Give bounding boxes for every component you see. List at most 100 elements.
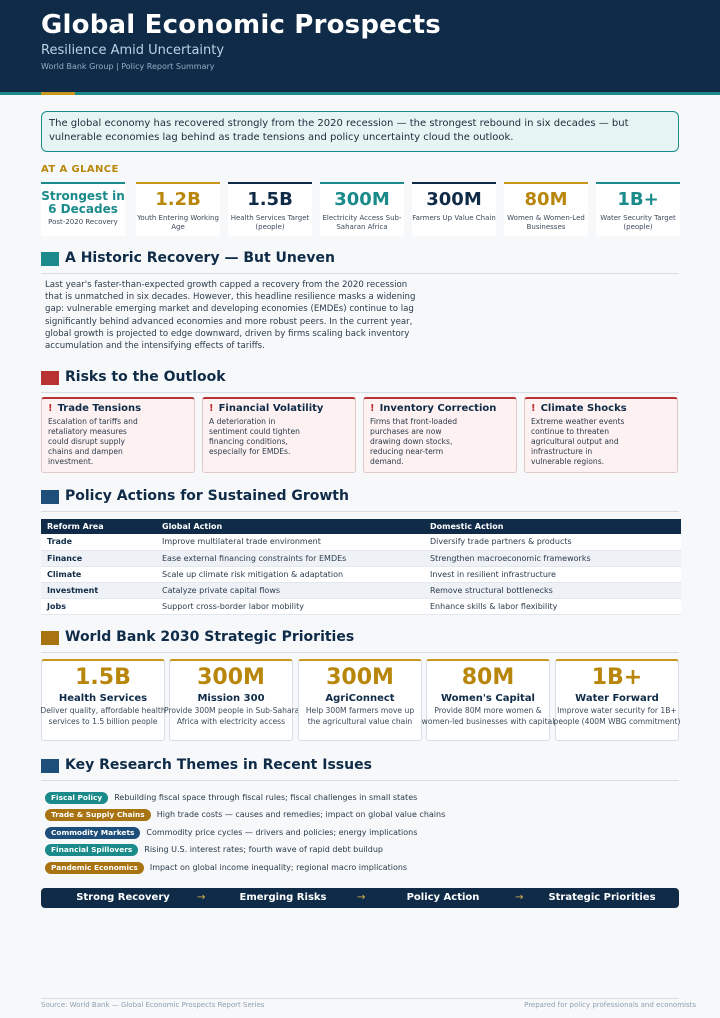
priority-name: AgriConnect [325, 693, 395, 704]
stat-value: 1.5B [247, 189, 293, 210]
stat-card-electricity: 300M Electricity Access Sub-Saharan Afri… [320, 182, 404, 236]
priority-card-water-forward: 1B+ Water Forward Improve water security… [554, 659, 680, 741]
stat-value: 1B+ [617, 189, 659, 210]
report-subtitle: Resilience Amid Uncertainty [41, 43, 225, 58]
arrow-right-icon: → [515, 892, 524, 903]
section-heading-risks: Risks to the Outlook [41, 369, 679, 393]
theme-description: Impact on global income inequality; regi… [149, 863, 408, 872]
theme-description: Rebuilding fiscal space through fiscal r… [114, 793, 418, 802]
alert-icon: ! [209, 403, 214, 414]
report-header: Global Economic Prospects Resilience Ami… [0, 0, 720, 92]
arrow-right-icon: → [197, 892, 206, 903]
recovery-paragraph: Last year's faster-than-expected growth … [45, 280, 416, 352]
priority-value: 80M [461, 665, 515, 690]
stat-card-health: 1.5B Health Services Target (people) [228, 182, 312, 236]
section-title: A Historic Recovery — But Uneven [65, 250, 335, 266]
priority-name: Mission 300 [197, 693, 265, 704]
stat-label: Women & Women-Led Businesses [507, 214, 585, 231]
at-a-glance-label: AT A GLANCE [41, 164, 119, 175]
risk-title: Trade Tensions [57, 403, 142, 414]
risk-title: Financial Volatility [218, 403, 324, 414]
domestic-action: Remove structural bottlenecks [424, 582, 681, 599]
stat-label: Water Security Target (people) [600, 214, 676, 231]
global-action: Catalyze private capital flows [156, 582, 424, 599]
priority-name: Water Forward [575, 693, 659, 704]
risk-description: Extreme weather events continue to threa… [531, 417, 625, 466]
priority-description-line: Improve water security for 1B+ [557, 706, 677, 715]
header-divider [0, 92, 720, 95]
domestic-action: Diversify trade partners & products [424, 534, 681, 551]
stat-card-women: 80M Women & Women-Led Businesses [504, 182, 588, 236]
stat-card-water: 1B+ Water Security Target (people) [596, 182, 680, 236]
theme-row: Trade & Supply Chains High trade costs — … [45, 804, 446, 821]
table-row: Finance Ease external financing constrai… [41, 550, 681, 567]
priority-description-line: Deliver quality, affordable health [40, 706, 166, 715]
priority-description-line: Help 300M farmers move up [305, 706, 415, 715]
stat-label: Farmers Up Value Chain [412, 214, 496, 222]
theme-tag: Pandemic Economics [45, 861, 144, 874]
column-header: Reform Area [41, 519, 156, 534]
priority-name: Health Services [58, 693, 148, 704]
policy-table: Reform Area Global Action Domestic Actio… [41, 519, 681, 615]
section-title: Policy Actions for Sustained Growth [65, 488, 349, 504]
stat-card-farmers: 300M Farmers Up Value Chain [412, 182, 496, 236]
priority-value: 1B+ [591, 665, 643, 690]
priority-description-line: the agricultural value chain [307, 716, 413, 726]
section-heading-policy: Policy Actions for Sustained Growth [41, 488, 679, 512]
global-action: Improve multilateral trade environment [156, 534, 424, 551]
theme-description: Commodity price cycles — drivers and pol… [146, 828, 418, 837]
theme-tag: Fiscal Policy [45, 791, 109, 804]
risk-card-trade: ! Trade Tensions Escalation of tariffs an… [41, 397, 195, 473]
theme-tag: Commodity Markets [45, 826, 141, 839]
section-marker [41, 759, 59, 773]
stat-value: 300M [426, 189, 482, 210]
stat-card-recovery: Strongest in 6 Decades Post-2020 Recover… [41, 182, 125, 236]
flow-step: Policy Action [406, 892, 480, 903]
priority-value: 300M [326, 665, 394, 690]
alert-icon: ! [370, 403, 375, 414]
priority-description-line: Provide 80M more women & [434, 706, 542, 715]
reform-area: Climate [41, 566, 156, 583]
stat-value: 1.2B [155, 189, 201, 210]
column-header: Global Action [156, 519, 424, 534]
risk-description: Firms that front-loaded purchases are no… [370, 417, 458, 466]
risk-card-financial: ! Financial Volatility A deterioration in… [202, 397, 356, 473]
priority-value: 300M [197, 665, 265, 690]
risk-card-climate: ! Climate Shocks Extreme weather events c… [524, 397, 678, 473]
summary-callout: The global economy has recovered strongl… [41, 111, 679, 152]
stat-card-youth: 1.2B Youth Entering Working Age [136, 182, 220, 236]
arrow-right-icon: → [357, 892, 366, 903]
table-row: Investment Catalyze private capital flow… [41, 582, 681, 599]
priority-description-line: women-led businesses with capital [421, 716, 555, 726]
footer-source: Source: World Bank — Global Economic Pro… [41, 1001, 265, 1009]
risk-description: A deterioration in sentiment could tight… [209, 417, 300, 456]
reform-area: Trade [41, 534, 156, 551]
flow-step: Emerging Risks [239, 892, 327, 903]
theme-row: Pandemic Economics Impact on global incom… [45, 857, 408, 874]
table-row: Climate Scale up climate risk mitigation… [41, 566, 681, 583]
section-marker [41, 631, 59, 645]
priority-card-agriconnect: 300M AgriConnect Help 300M farmers move … [298, 659, 422, 741]
table-header-row: Reform Area Global Action Domestic Actio… [41, 519, 681, 534]
section-title: Key Research Themes in Recent Issues [65, 757, 372, 773]
section-heading-recovery: A Historic Recovery — But Uneven [41, 250, 679, 274]
section-marker [41, 252, 59, 266]
priority-name: Women's Capital [441, 693, 535, 704]
reform-area: Investment [41, 582, 156, 599]
section-heading-themes: Key Research Themes in Recent Issues [41, 757, 679, 781]
theme-description: High trade costs — causes and remedies; … [156, 810, 446, 819]
priority-card-womens-capital: 80M Women's Capital Provide 80M more wom… [422, 659, 554, 741]
section-marker [41, 490, 59, 504]
priority-description-line: people (400M WBG commitment) [553, 716, 681, 726]
domestic-action: Enhance skills & labor flexibility [424, 598, 681, 615]
column-header: Domestic Action [424, 519, 681, 534]
stat-label: Post-2020 Recovery [48, 218, 118, 226]
stat-value: 80M [524, 189, 568, 210]
reform-area: Finance [41, 550, 156, 567]
table-row: Trade Improve multilateral trade environ… [41, 534, 681, 551]
table-row: Jobs Support cross-border labor mobility… [41, 598, 681, 615]
risk-card-inventory: ! Inventory Correction Firms that front-l… [363, 397, 517, 473]
risk-title: Inventory Correction [379, 403, 497, 414]
section-title: World Bank 2030 Strategic Priorities [65, 629, 355, 645]
reform-area: Jobs [41, 598, 156, 615]
